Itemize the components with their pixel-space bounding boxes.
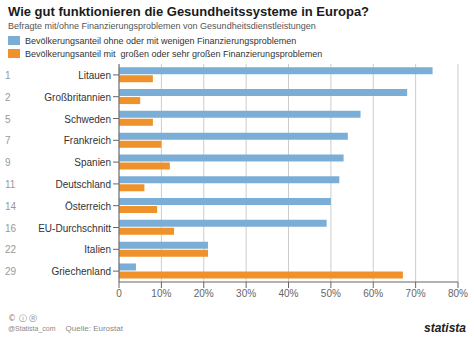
svg-text:Litauen: Litauen [78, 70, 111, 81]
html-text:@Statista_com: @Statista_com [8, 325, 56, 332]
html-text:Befragte mit/ohne Finanzierung: Befragte mit/ohne Finanzierungsproblemen… [8, 21, 316, 31]
svg-text:40%: 40% [278, 288, 298, 299]
html-text:Wie gut funktionieren die Gesu: Wie gut funktionieren die Gesundheitssys… [8, 4, 370, 19]
html-text:Bevölkerungsanteil ohne oder m: Bevölkerungsanteil ohne oder mit wenigen… [25, 35, 297, 46]
svg-text:Griechenland: Griechenland [52, 266, 111, 277]
svg-text:Großbritannien: Großbritannien [44, 92, 111, 103]
svg-text:7: 7 [5, 135, 11, 146]
svg-text:70%: 70% [406, 288, 426, 299]
svg-text:Italien: Italien [84, 244, 111, 255]
svg-text:1: 1 [5, 70, 11, 81]
html-text:Quelle: Eurostat: Quelle: Eurostat [65, 324, 123, 333]
svg-text:Deutschland: Deutschland [55, 179, 111, 190]
svg-text:11: 11 [5, 179, 16, 190]
svg-text:29: 29 [5, 266, 17, 277]
svg-text:9: 9 [5, 157, 11, 168]
svg-text:Schweden: Schweden [64, 114, 111, 125]
svg-text:80%: 80% [448, 288, 468, 299]
svg-text:22: 22 [5, 244, 17, 255]
svg-text:5: 5 [5, 114, 11, 125]
svg-text:60%: 60% [363, 288, 383, 299]
svg-text:20%: 20% [194, 288, 214, 299]
svg-text:10%: 10% [151, 288, 171, 299]
svg-text:16: 16 [5, 223, 17, 234]
svg-text:EU-Durchschnitt: EU-Durchschnitt [38, 223, 111, 234]
svg-text:Österreich: Österreich [65, 201, 111, 212]
svg-text:2: 2 [5, 92, 11, 103]
html-text:statista: statista [424, 321, 466, 335]
svg-text:Spanien: Spanien [74, 157, 111, 168]
html-text:Bevölkerungsanteil mit großen: Bevölkerungsanteil mit großen oder sehr … [25, 48, 323, 59]
svg-text:14: 14 [5, 201, 17, 212]
svg-text:50%: 50% [321, 288, 341, 299]
svg-text:30%: 30% [236, 288, 256, 299]
svg-text:0: 0 [116, 288, 122, 299]
svg-text:Frankreich: Frankreich [64, 135, 111, 146]
